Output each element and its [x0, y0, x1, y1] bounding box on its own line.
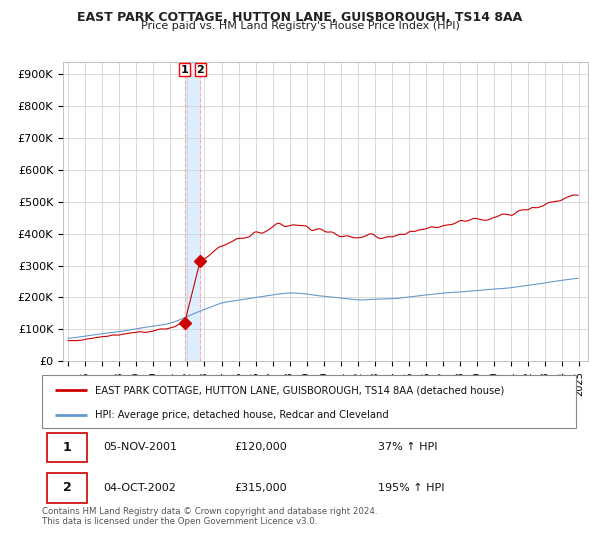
Text: Contains HM Land Registry data © Crown copyright and database right 2024.
This d: Contains HM Land Registry data © Crown c… [42, 507, 377, 526]
Text: 05-NOV-2001: 05-NOV-2001 [103, 442, 178, 452]
Text: EAST PARK COTTAGE, HUTTON LANE, GUISBOROUGH, TS14 8AA: EAST PARK COTTAGE, HUTTON LANE, GUISBORO… [77, 11, 523, 24]
Text: £120,000: £120,000 [234, 442, 287, 452]
Text: 2: 2 [63, 482, 72, 494]
FancyBboxPatch shape [47, 433, 88, 462]
Text: £315,000: £315,000 [234, 483, 287, 493]
FancyBboxPatch shape [47, 473, 88, 502]
Text: 2: 2 [196, 64, 204, 74]
Text: Price paid vs. HM Land Registry's House Price Index (HPI): Price paid vs. HM Land Registry's House … [140, 21, 460, 31]
Text: HPI: Average price, detached house, Redcar and Cleveland: HPI: Average price, detached house, Redc… [95, 410, 389, 420]
Text: 1: 1 [63, 441, 72, 454]
Text: 1: 1 [181, 64, 188, 74]
Text: EAST PARK COTTAGE, HUTTON LANE, GUISBOROUGH, TS14 8AA (detached house): EAST PARK COTTAGE, HUTTON LANE, GUISBORO… [95, 385, 505, 395]
Text: 04-OCT-2002: 04-OCT-2002 [103, 483, 176, 493]
Text: 37% ↑ HPI: 37% ↑ HPI [379, 442, 438, 452]
Text: 195% ↑ HPI: 195% ↑ HPI [379, 483, 445, 493]
Bar [185, 62, 200, 361]
